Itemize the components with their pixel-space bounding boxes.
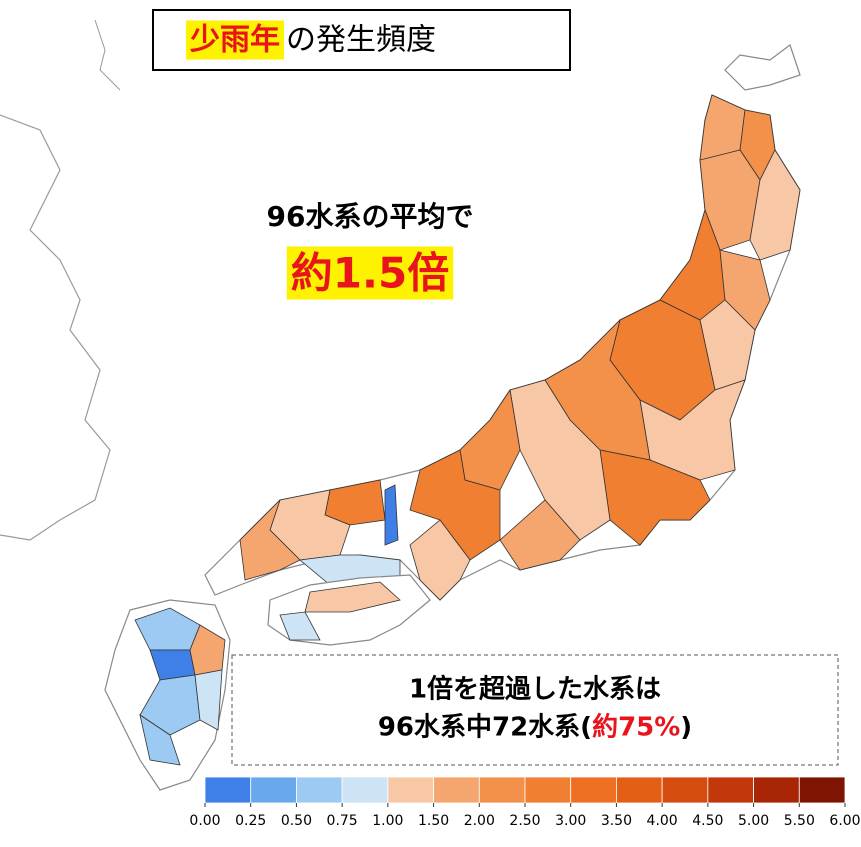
legend-tick-label: 5.00 [738,813,769,829]
legend-tick-label: 2.00 [464,813,495,829]
legend-swatch [524,776,572,804]
legend-swatch [661,776,709,804]
note: 1倍を超過した水系は [409,674,661,705]
legend-swatch [753,776,800,804]
basin [384,484,399,546]
legend-tick-label: 3.50 [601,813,632,829]
legend-tick-label: 1.00 [372,813,403,829]
basin [139,714,181,766]
note-highlight: 約75% [592,712,680,743]
legend-swatch [341,776,389,804]
note: 96水系中72水系( [378,713,592,743]
legend-swatch [478,776,526,804]
legend-tick-label: 1.50 [418,813,449,829]
basin [409,449,501,561]
basin [139,674,201,736]
basin [509,379,611,541]
legend-tick-label: 4.00 [647,813,678,829]
legend-swatch [296,776,343,804]
legend-swatch [707,776,754,804]
legend-tick-label: 0.00 [189,813,220,829]
title-highlight: 少雨年 [190,23,280,58]
legend-swatch [616,776,663,804]
legend-tick-label: 5.50 [784,813,815,829]
basin [599,449,711,546]
basin [194,669,223,731]
highlight [286,246,454,300]
legend-swatch [250,776,297,804]
basin [499,499,581,571]
legend-tick-label: 0.75 [327,813,358,829]
legend-tick-label: 2.50 [509,813,540,829]
basin [749,149,801,261]
coastline [0,114,111,541]
legend-swatch [570,776,617,804]
average-label: 96水系の平均で [267,200,474,233]
legend-tick-label: 0.50 [281,813,312,829]
basin [304,581,401,613]
basin [279,611,321,641]
legend-tick-label: 0.25 [235,813,266,829]
color-legend: 0.00 0.25 0.50 0.75 1.00 1.50 2.00 2.50 3.00 3.50… [189,776,861,829]
note: ) [680,713,692,743]
legend-swatch [798,776,846,804]
hokkaido [724,44,801,91]
legend-swatch [387,776,434,804]
basin [409,519,471,601]
legend-tick-label: 6.00 [829,813,860,829]
legend-tick-label: 4.50 [692,813,723,829]
basin [719,249,771,331]
highlight [186,20,284,60]
average-value: 約1.5倍 [291,249,449,298]
legend-swatch [433,776,480,804]
title: の発生頻度 [286,23,436,58]
legend-swatch [204,776,252,804]
note-box [231,654,839,766]
legend-tick-label: 3.00 [555,813,586,829]
coastline [94,19,121,91]
